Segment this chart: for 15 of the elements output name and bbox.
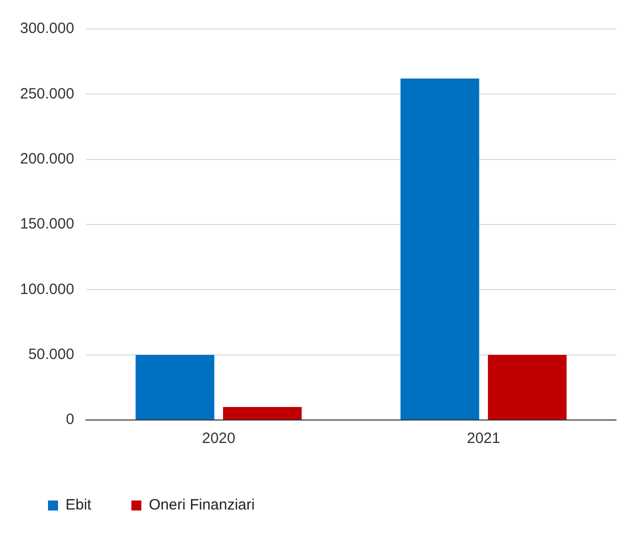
y-tick-label: 0 [66,411,74,428]
legend-label: Oneri Finanziari [148,496,255,514]
y-tick-label: 250.000 [20,85,74,102]
bar [400,78,480,420]
x-tick-label: 2021 [466,430,500,448]
x-tick-label: 2020 [202,430,236,448]
y-tick-label: 300.000 [20,20,74,38]
legend-label: Ebit [66,496,92,514]
y-tick-label: 200.000 [20,150,74,168]
y-tick-label: 150.000 [20,216,74,233]
bar [488,354,567,420]
bar [223,406,302,420]
y-tick-label: 100.000 [20,280,74,298]
y-tick-label: 50.000 [28,346,74,363]
bar [136,354,214,420]
